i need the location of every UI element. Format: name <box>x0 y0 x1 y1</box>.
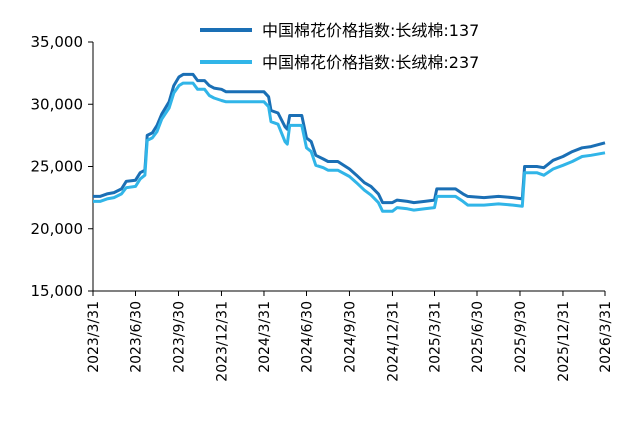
x-tick-label: 2025/9/30 <box>513 301 529 373</box>
x-tick-label: 2023/6/30 <box>129 301 145 373</box>
x-tick-label: 2023/12/31 <box>214 301 230 382</box>
y-tick-label: 35,000 <box>31 33 84 51</box>
x-tick-group: 2023/3/31 2023/6/30 2023/9/30 2023/12/31 202… <box>86 291 614 382</box>
legend: 中国棉花价格指数:长绒棉:137 中国棉花价格指数:长绒棉:237 <box>200 21 479 72</box>
x-tick-label: 2024/3/31 <box>257 301 273 373</box>
y-tick-label: 15,000 <box>31 282 84 300</box>
x-tick-label: 2023/3/31 <box>86 301 102 373</box>
x-tick-label: 2025/3/31 <box>427 301 443 373</box>
x-tick-label: 2025/6/30 <box>470 301 486 373</box>
y-tick-label: 25,000 <box>31 158 84 176</box>
series-group <box>93 72 606 213</box>
legend-label-series-237: 中国棉花价格指数:长绒棉:237 <box>262 53 479 72</box>
y-tick-label: 20,000 <box>31 220 84 238</box>
legend-label-series-137: 中国棉花价格指数:长绒棉:137 <box>262 21 479 40</box>
x-tick-label: 2024/9/30 <box>342 301 358 373</box>
x-tick-label: 2025/12/31 <box>556 301 572 382</box>
y-tick-group: 15,000 20,000 25,000 30,000 35,000 <box>31 33 93 300</box>
x-tick-label: 2026/3/31 <box>598 301 614 373</box>
x-tick-label: 2024/6/30 <box>299 301 315 373</box>
y-tick-label: 30,000 <box>31 95 84 113</box>
series-line-0 <box>93 72 606 205</box>
x-tick-label: 2024/12/31 <box>385 301 401 382</box>
x-tick-label: 2023/9/30 <box>171 301 187 373</box>
series-line-1 <box>93 81 606 213</box>
